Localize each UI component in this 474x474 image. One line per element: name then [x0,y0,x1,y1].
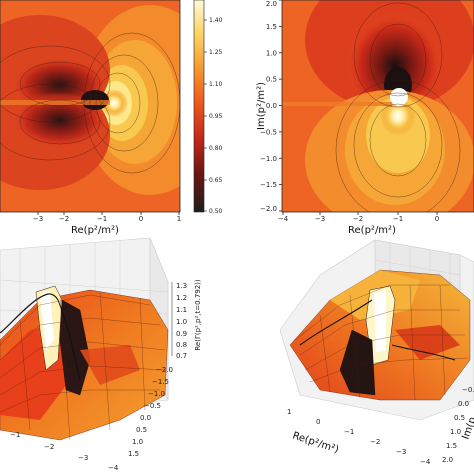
colorbar-gradient [193,0,205,213]
bl-zlabel: Re(Γ(p²,p²,t=0.792)) [194,279,202,351]
bl-surface [0,285,169,441]
bl-ztick: 0.8 [176,341,187,349]
br-xtick: 0 [316,418,320,426]
panel-top-left: −3 −2 −1 0 1 Re(p²/m²) 1.40 1.25 1.10 0.… [0,0,223,236]
tl-xlabel: Re(p²/m²) [71,225,119,236]
tl-x-ticks: −3 −2 −1 0 1 [33,212,181,223]
colorbar-tick: 1.25 [209,49,223,56]
colorbar-tick: 1.10 [209,81,223,88]
tr-contour-field [282,0,474,212]
tl-xtick: −1 [97,215,107,223]
tr-xtick: 0 [435,215,439,223]
tr-ytick: 2.0 [266,0,277,8]
colorbar-tick: 1.40 [209,17,223,24]
br-xlabel: Re(p²/m²) [291,430,340,455]
tr-xtick: −2 [353,215,363,223]
bl-xtick: −1 [10,431,20,439]
bl-y-axis: −2.0 −1.5 −1.0 −0.5 0.0 0.5 1.0 1.5 [128,366,173,458]
br-ytick: 0.0 [458,400,469,408]
tr-ytick: −2.0 [260,205,277,213]
tr-ytick: −1.0 [260,155,277,163]
tr-ytick: 0.5 [266,76,277,84]
bl-ytick: 1.5 [128,450,139,458]
tr-xtick: −1 [393,215,403,223]
br-ytick: 1.0 [450,428,461,436]
bl-ztick: 1.2 [176,294,187,302]
bl-xtick: −4 [108,464,119,472]
panel-top-right: 2.0 1.5 1.0 0.5 0.0 −0.5 −1.0 −1.5 −2.0 −4 −3 −2… [256,0,474,236]
panel-bottom-right: 1 0 −1 −2 −3 −4 Re(p²/m²) −0.5 0.0 0.5 1… [279,239,474,466]
colorbar-tick: 0.80 [209,145,223,152]
tl-frame [0,0,181,213]
br-surface [289,269,471,401]
bl-ytick: 0.0 [140,414,151,422]
bl-xtick: −3 [78,454,88,462]
tl-xtick: −3 [33,215,43,223]
tr-ytick: 1.5 [266,23,277,31]
br-xtick: −4 [420,458,431,466]
bl-x-axis: −1 −2 −3 −4 [10,431,119,472]
colorbar: 1.40 1.25 1.10 0.95 0.80 0.65 0.50 [193,0,223,215]
br-xtick: −2 [370,438,380,446]
br-ytick: 0.5 [454,414,465,422]
br-y-axis: −0.5 0.0 0.5 1.0 1.5 2.0 Im(p [442,386,474,464]
bl-ytick: −2.0 [156,366,173,374]
tl-xtick: 0 [139,215,143,223]
colorbar-tick: 0.95 [209,113,223,120]
bl-z-axis: 1.3 1.2 1.1 1.0 0.9 0.8 0.7 Re(Γ(p²,p²,t… [171,279,202,360]
br-xtick: 1 [287,408,291,416]
bl-ztick: 1.0 [176,318,187,326]
panel-bottom-left: 1.3 1.2 1.1 1.0 0.9 0.8 0.7 Re(Γ(p²,p²,t… [0,237,202,472]
colorbar-tick: 0.50 [209,208,223,215]
tr-x-ticks: −4 −3 −2 −1 0 [278,212,439,223]
tl-contour-field [0,0,180,212]
tr-ytick: −1.5 [260,181,277,189]
br-ytick: 1.5 [446,442,457,450]
bl-xtick: −2 [44,443,54,451]
bl-ztick: 1.3 [176,282,187,290]
br-xtick: −1 [344,428,354,436]
bl-ztick: 0.7 [176,352,187,360]
colorbar-tick: 0.65 [209,177,223,184]
tr-xtick: −4 [278,215,289,223]
bl-ztick: 0.9 [176,330,187,338]
bl-ytick: −1.5 [152,378,169,386]
br-xtick: −3 [396,448,406,456]
br-ytick: 2.0 [442,456,453,464]
br-ytick: −0.5 [462,386,474,394]
tr-frame [281,0,474,213]
bl-ytick: −0.5 [144,402,161,410]
tr-ytick: 1.0 [266,49,277,57]
tr-xtick: −3 [315,215,325,223]
tl-xtick: −2 [59,215,69,223]
tr-y-ticks: 2.0 1.5 1.0 0.5 0.0 −0.5 −1.0 −1.5 −2.0 [260,0,282,213]
bl-ztick: 1.1 [176,306,187,314]
bl-ytick: 0.5 [136,426,147,434]
tl-xtick: 1 [177,215,181,223]
bl-ytick: 1.0 [132,438,143,446]
tr-ytick: 0.0 [266,102,277,110]
bl-ytick: −1.0 [148,390,165,398]
tr-ytick: −0.5 [260,128,277,136]
tr-ylabel: Im(p²/m²) [256,82,267,130]
tr-xlabel: Re(p²/m²) [348,225,396,236]
